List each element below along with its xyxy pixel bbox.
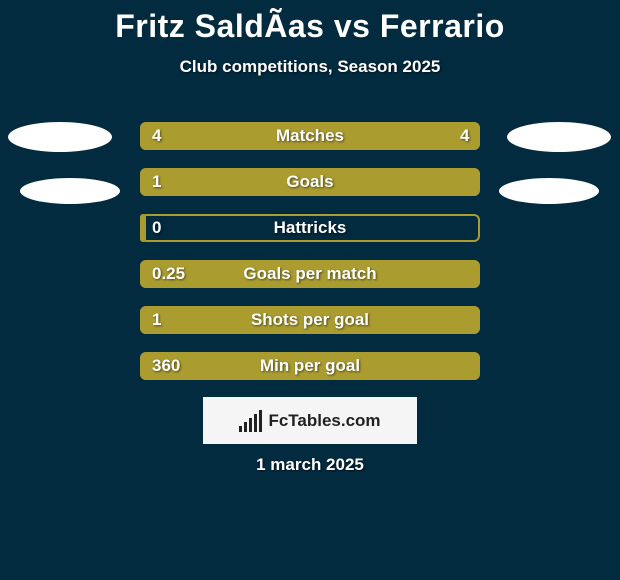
stat-value-right: 4 — [460, 126, 469, 146]
logo-bar — [249, 418, 252, 432]
footer-date: 1 march 2025 — [0, 455, 620, 475]
fctables-logo: FcTables.com — [203, 397, 417, 444]
stat-row: Goals1 — [0, 164, 620, 210]
stat-label: Hattricks — [0, 218, 620, 238]
stat-row: Goals per match0.25 — [0, 256, 620, 302]
logo-bar — [239, 426, 242, 432]
logo-bar — [254, 414, 257, 432]
stat-row: Matches4 4 — [0, 118, 620, 164]
stat-row: Hattricks0 — [0, 210, 620, 256]
stats-rows: Matches44Goals1Hattricks0Goals per match… — [0, 118, 620, 394]
stat-row: Min per goal360 — [0, 348, 620, 394]
logo-text: FcTables.com — [268, 411, 380, 431]
stat-label: Goals — [0, 172, 620, 192]
stat-label: Goals per match — [0, 264, 620, 284]
logo-bar — [259, 410, 262, 432]
page-title: Fritz SaldÃ­as vs Ferrario — [0, 0, 620, 45]
stat-label: Matches — [0, 126, 620, 146]
logo-bar — [244, 422, 247, 432]
stat-value-left: 1 — [152, 310, 161, 330]
stat-label: Min per goal — [0, 356, 620, 376]
stat-value-left: 1 — [152, 172, 161, 192]
stat-row: Shots per goal1 — [0, 302, 620, 348]
stat-value-left: 4 — [152, 126, 161, 146]
stat-value-left: 0.25 — [152, 264, 185, 284]
logo-bars-icon — [239, 410, 262, 432]
stat-value-left: 0 — [152, 218, 161, 238]
stat-value-left: 360 — [152, 356, 180, 376]
page-subtitle: Club competitions, Season 2025 — [0, 57, 620, 77]
stat-label: Shots per goal — [0, 310, 620, 330]
